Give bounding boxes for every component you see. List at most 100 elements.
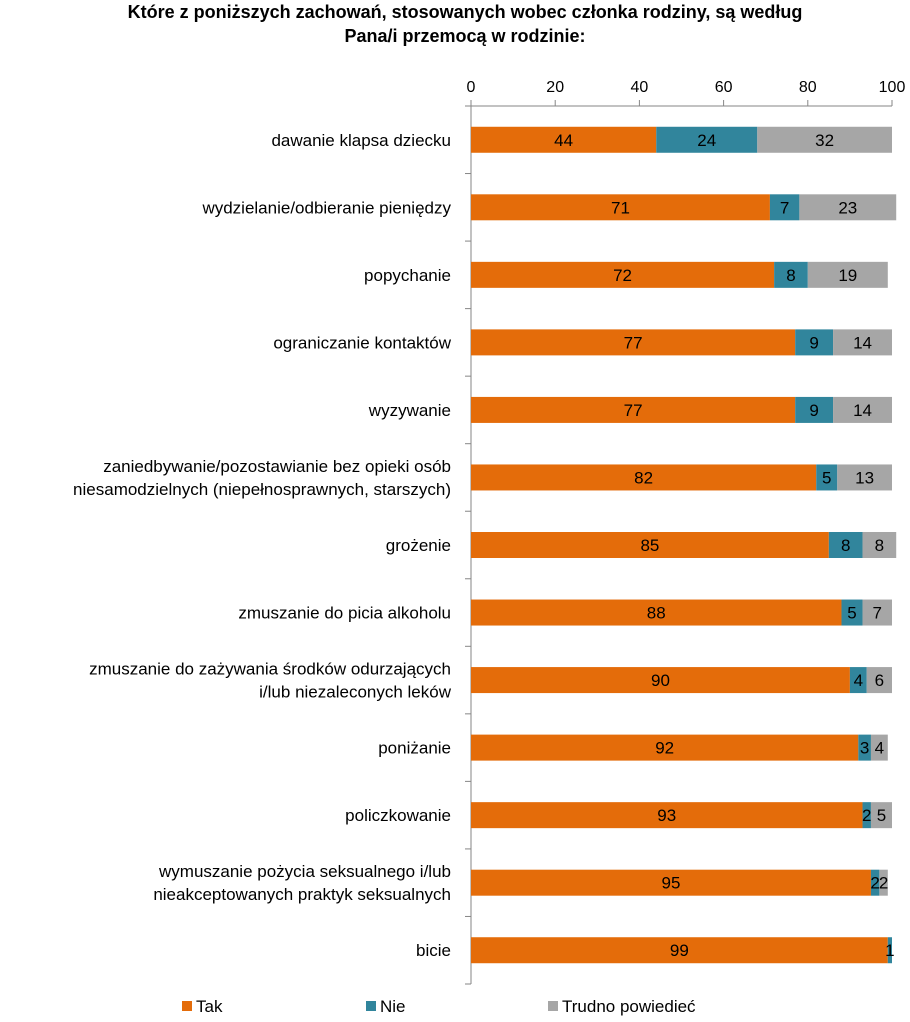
bar-trudno-powiedieć [879, 869, 888, 896]
data-label: 7 [780, 198, 789, 217]
chart-title-line-1: Które z poniższych zachowań, stosowanych… [128, 2, 803, 22]
data-label: 95 [662, 874, 681, 893]
bar-nie [656, 126, 758, 153]
category-label: niesamodzielnych (niepełnosprawnych, sta… [73, 480, 451, 499]
bar-nie [795, 396, 834, 423]
data-label: 77 [624, 401, 643, 420]
bar-tak [471, 667, 850, 694]
data-label: 9 [809, 401, 818, 420]
category-label: wydzielanie/odbieranie pieniędzy [201, 198, 451, 217]
bar-tak [471, 802, 863, 829]
data-label: 1 [885, 941, 894, 960]
bar-nie [849, 667, 867, 694]
category-label: zaniedbywanie/pozostawianie bez opieki o… [103, 457, 451, 476]
category-label: dawanie klapsa dziecku [271, 131, 451, 150]
x-tick-label: 20 [546, 79, 564, 96]
data-label: 14 [853, 333, 872, 352]
data-label: 8 [786, 266, 795, 285]
bar-nie [858, 734, 871, 761]
data-label: 92 [655, 739, 674, 758]
data-label: 90 [651, 671, 670, 690]
data-label: 19 [838, 266, 857, 285]
bar-tak [471, 396, 796, 423]
data-label: 71 [611, 198, 630, 217]
category-label: popychanie [364, 266, 451, 285]
data-label: 7 [873, 604, 882, 623]
bar-tak [471, 261, 775, 288]
data-label: 6 [875, 671, 884, 690]
bar-nie [828, 532, 863, 558]
bar-trudno-powiedieć [807, 261, 888, 288]
data-label: 4 [854, 671, 863, 690]
bar-tak [471, 869, 871, 896]
legend-label: Tak [196, 997, 223, 1016]
data-label: 77 [624, 333, 643, 352]
bar-tak [471, 329, 796, 356]
bar-trudno-powiedieć [833, 396, 892, 423]
bar-nie [774, 261, 808, 288]
data-label: 2 [862, 806, 871, 825]
category-label: ograniczanie kontaktów [273, 333, 451, 352]
bar-tak [471, 194, 770, 221]
data-label: 82 [634, 468, 653, 487]
category-label: poniżanie [378, 739, 451, 758]
data-label: 32 [815, 131, 834, 150]
data-label: 5 [847, 604, 856, 623]
bar-tak [471, 464, 817, 491]
category-label: nieakceptowanych praktyk seksualnych [153, 885, 451, 904]
data-label: 9 [809, 333, 818, 352]
data-label: 5 [877, 806, 886, 825]
bar-nie [769, 194, 800, 221]
bar-tak [471, 937, 888, 964]
category-label: bicie [416, 941, 451, 960]
legend-label: Nie [380, 997, 406, 1016]
bar-trudno-powiedieć [837, 464, 892, 491]
x-tick-label: 60 [715, 79, 733, 96]
bar-nie [795, 329, 834, 356]
legend-swatch [182, 1001, 192, 1011]
bar-trudno-powiedieć [870, 802, 892, 829]
x-axis: 0 20 40 60 80 100 [465, 79, 906, 985]
category-label: zmuszanie do picia alkoholu [238, 604, 451, 623]
bar-trudno-powiedieć [862, 532, 897, 558]
data-label: 23 [838, 198, 857, 217]
chart-title-line-2: Pana/i przemocą w rodzinie: [344, 26, 585, 46]
category-label: policzkowanie [345, 806, 451, 825]
data-label: 85 [640, 536, 659, 555]
bar-tak [471, 532, 829, 558]
data-label: 24 [697, 131, 716, 150]
bar-trudno-powiedieć [799, 194, 897, 221]
category-label: grożenie [386, 536, 451, 555]
data-label: 2 [879, 874, 888, 893]
data-label: 99 [670, 941, 689, 960]
x-tick-label: 40 [631, 79, 649, 96]
bar-trudno-powiedieć [757, 126, 892, 153]
data-label: 8 [841, 536, 850, 555]
bar-tak [471, 599, 842, 626]
x-tick-label: 80 [799, 79, 817, 96]
bar-nie [841, 599, 863, 626]
bar-trudno-powiedieć [870, 734, 888, 761]
bar-trudno-powiedieć [862, 599, 892, 626]
bar-nie [887, 937, 892, 964]
data-label: 5 [822, 468, 831, 487]
category-label: wyzywanie [368, 401, 451, 420]
data-label: 44 [554, 131, 573, 150]
data-label: 88 [647, 604, 666, 623]
legend: Tak Nie Trudno powiedieć [182, 997, 696, 1016]
data-label: 3 [860, 739, 869, 758]
bar-trudno-powiedieć [866, 667, 892, 694]
legend-label: Trudno powiedieć [562, 997, 696, 1016]
bar-tak [471, 734, 859, 761]
data-label: 14 [853, 401, 872, 420]
category-label: wymuszanie pożycia seksualnego i/lub [158, 862, 451, 881]
bar-nie [816, 464, 838, 491]
legend-swatch [548, 1001, 558, 1011]
category-label: zmuszanie do zażywania środków odurzając… [89, 660, 451, 679]
bar-tak [471, 126, 657, 153]
category-label: i/lub niezaleconych leków [259, 683, 452, 702]
x-tick-label: 100 [879, 79, 906, 96]
data-label: 93 [657, 806, 676, 825]
